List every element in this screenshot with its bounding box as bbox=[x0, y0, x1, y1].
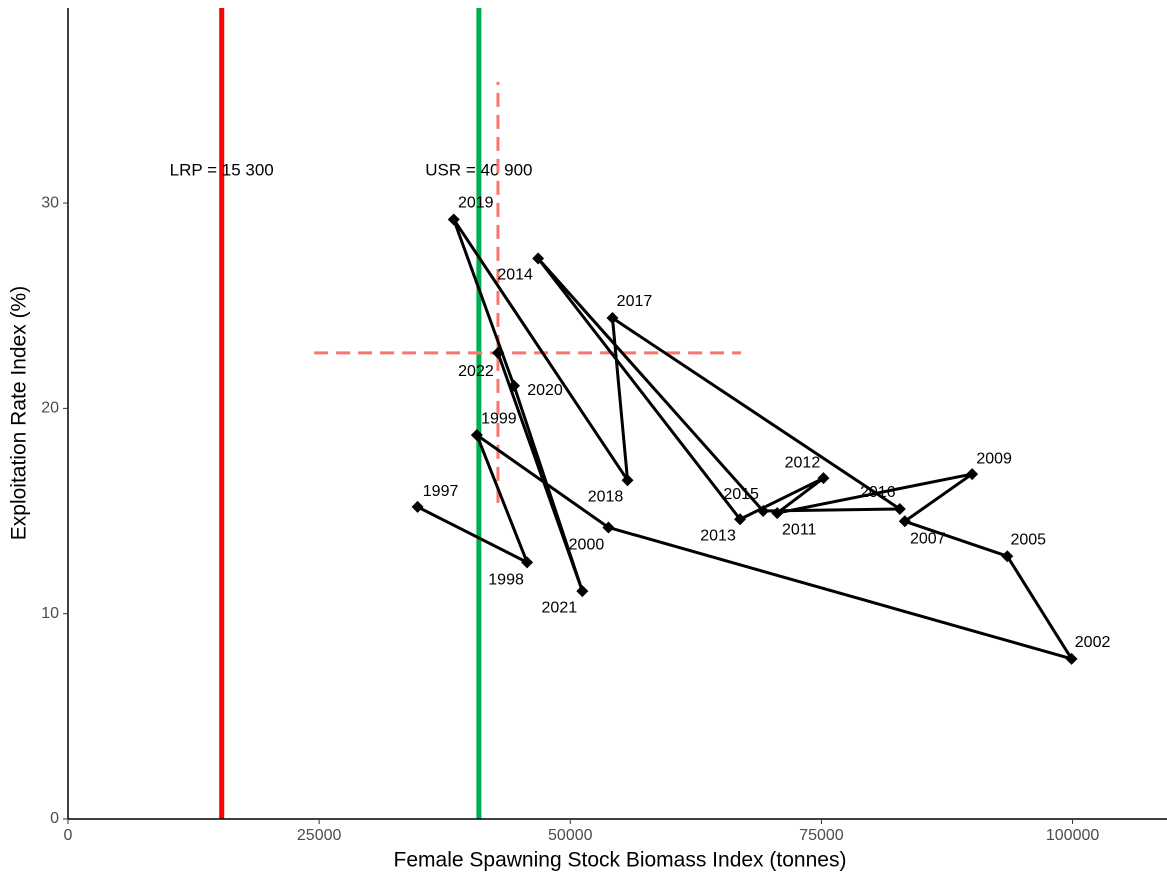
reference-label: USR = 40 900 bbox=[425, 160, 532, 179]
point-label: 2018 bbox=[588, 488, 624, 505]
point bbox=[1001, 550, 1014, 563]
trajectory-line bbox=[416, 217, 1074, 661]
point bbox=[817, 472, 830, 485]
point-label: 2005 bbox=[1010, 531, 1046, 548]
point bbox=[447, 213, 460, 226]
point bbox=[621, 474, 634, 487]
point bbox=[606, 312, 619, 325]
y-tick-label: 20 bbox=[41, 400, 59, 417]
point bbox=[576, 585, 589, 598]
point-label: 1997 bbox=[423, 483, 459, 500]
point bbox=[411, 500, 424, 513]
y-tick-label: 0 bbox=[50, 810, 59, 827]
x-tick-label: 25000 bbox=[297, 827, 342, 844]
x-tick-label: 50000 bbox=[548, 827, 593, 844]
y-tick-label: 30 bbox=[41, 194, 59, 211]
point-label: 1998 bbox=[488, 572, 524, 589]
reference-label: LRP = 15 300 bbox=[170, 160, 274, 179]
point bbox=[757, 505, 770, 518]
x-axis-title: Female Spawning Stock Biomass Index (ton… bbox=[394, 849, 847, 872]
point-label: 2007 bbox=[910, 531, 946, 548]
point bbox=[893, 502, 906, 515]
point bbox=[898, 515, 911, 528]
point-label: 2017 bbox=[617, 293, 653, 310]
point bbox=[966, 468, 979, 481]
point-label: 2000 bbox=[569, 537, 605, 554]
point bbox=[470, 429, 483, 442]
point-label: 2011 bbox=[782, 521, 817, 538]
point bbox=[491, 346, 504, 359]
point bbox=[734, 513, 747, 526]
point-label: 2015 bbox=[723, 486, 759, 503]
point bbox=[532, 252, 545, 265]
point-label: 2020 bbox=[527, 382, 563, 399]
point-label: 1999 bbox=[481, 410, 517, 427]
y-axis-title: Exploitation Rate Index (%) bbox=[8, 286, 31, 540]
point-label: 2019 bbox=[458, 195, 494, 212]
x-tick-label: 100000 bbox=[1046, 827, 1099, 844]
y-tick-label: 10 bbox=[41, 605, 59, 622]
point-label: 2022 bbox=[458, 363, 494, 380]
point-label: 2014 bbox=[497, 267, 533, 284]
point-label: 2016 bbox=[860, 484, 896, 501]
point bbox=[602, 521, 615, 534]
x-tick-label: 0 bbox=[64, 827, 73, 844]
point-label: 2009 bbox=[976, 450, 1012, 467]
x-tick-label: 75000 bbox=[799, 827, 844, 844]
point bbox=[1065, 652, 1078, 665]
point-label: 2021 bbox=[542, 599, 578, 616]
point bbox=[521, 556, 534, 569]
point bbox=[771, 507, 784, 520]
point-label: 2012 bbox=[785, 454, 821, 471]
point bbox=[508, 379, 521, 392]
point-label: 2013 bbox=[700, 527, 736, 544]
point-label: 2002 bbox=[1075, 634, 1111, 651]
